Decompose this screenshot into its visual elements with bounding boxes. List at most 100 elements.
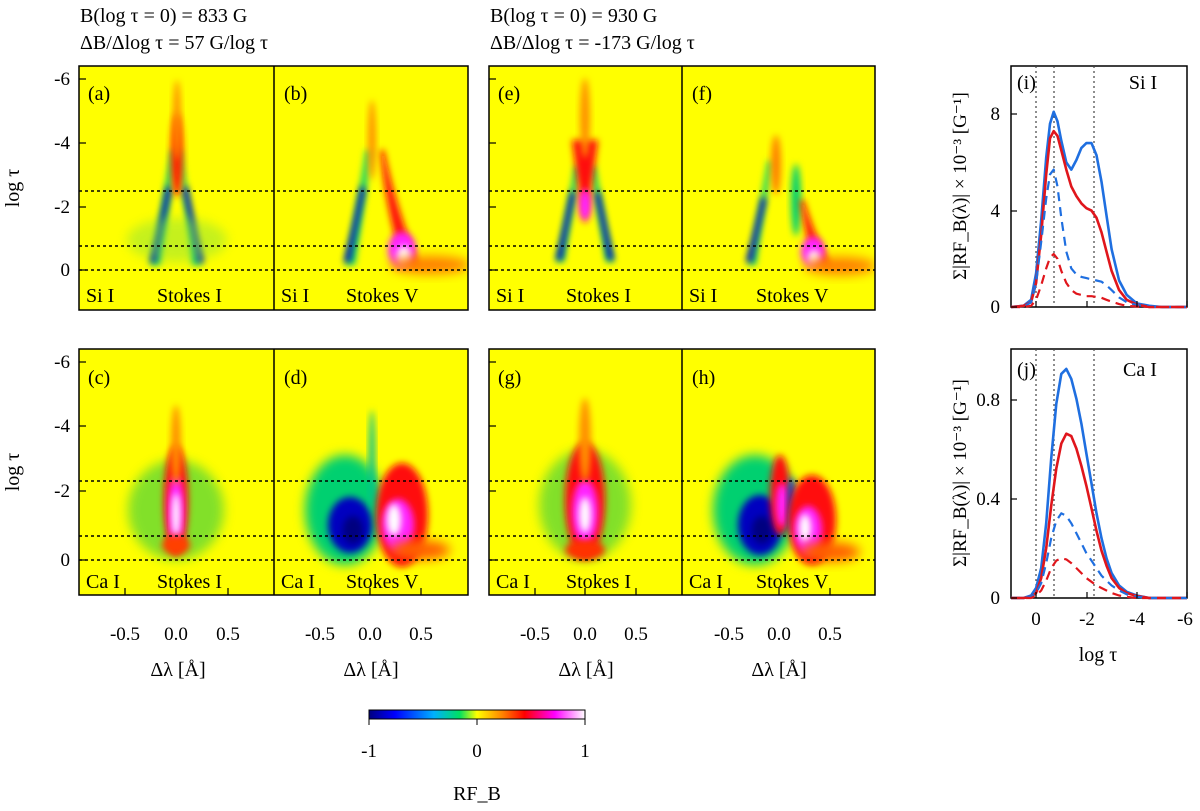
panel-e-stokes: Stokes I bbox=[566, 285, 631, 307]
colorbar-tick-m1: -1 bbox=[361, 741, 377, 762]
ytick-bottom-0: 0 bbox=[61, 550, 71, 571]
plot-i-title: Si I bbox=[1129, 72, 1157, 94]
colorbar-tick-0: 0 bbox=[472, 741, 482, 762]
plot-j-title: Ca I bbox=[1123, 359, 1157, 381]
ylabel-bottom: log τ bbox=[2, 453, 24, 492]
heatmap-frames bbox=[78, 65, 876, 596]
panel-g-features bbox=[539, 398, 631, 560]
colorbar-gradient bbox=[368, 709, 586, 720]
xtick-a-2: 0.0 bbox=[164, 624, 188, 645]
plot-j-series-dashed-blue bbox=[1011, 512, 1187, 600]
plot-j-ytick-8: 0.8 bbox=[976, 390, 1000, 411]
panel-c-features bbox=[128, 405, 224, 560]
panel-h-tag: (h) bbox=[692, 367, 715, 389]
xlabel-f: Δλ [Å] bbox=[751, 659, 806, 681]
panel-d-features bbox=[305, 410, 450, 567]
plot-j-series-solid-red bbox=[1011, 432, 1187, 600]
panel-e-features bbox=[556, 78, 614, 262]
panel-c-line: Ca I bbox=[86, 571, 120, 593]
plot-j-xtick-4: -4 bbox=[1129, 609, 1145, 630]
plot-i-ylabel: Σ|RF_B(λ)| × 10⁻³ [G⁻¹] bbox=[950, 92, 971, 280]
panel-labels: (a) Si I Stokes I (b) Si I Stokes V (e) … bbox=[86, 83, 829, 593]
xtick-f-1: -0.5 bbox=[714, 624, 744, 645]
panel-f-stokes: Stokes V bbox=[756, 285, 829, 307]
plot-j-ytick-0: 0 bbox=[991, 588, 1001, 609]
plot-i-frame bbox=[1010, 65, 1188, 308]
xtick-b-1: -0.5 bbox=[305, 624, 335, 645]
xlabel-a: Δλ [Å] bbox=[150, 659, 205, 681]
xtick-a-3: 0.5 bbox=[216, 624, 240, 645]
panel-h-stokes: Stokes V bbox=[756, 571, 829, 593]
plot-j-series bbox=[1011, 367, 1187, 600]
plot-i-ytick-0: 0 bbox=[991, 297, 1001, 318]
xtick-e-1: -0.5 bbox=[520, 624, 550, 645]
panel-d-line: Ca I bbox=[281, 571, 315, 593]
line-plot-i: (i) Si I 0 4 8 Σ|RF_B(λ)| × 10⁻³ [G⁻¹] bbox=[950, 65, 1188, 318]
panel-b-tag: (b) bbox=[284, 83, 307, 105]
plot-j-xtick-6: -6 bbox=[1177, 609, 1193, 630]
panel-f-line: Si I bbox=[689, 285, 717, 307]
plot-i-ytick-8: 8 bbox=[991, 104, 1001, 125]
panel-g-line: Ca I bbox=[496, 571, 530, 593]
plot-j-xlabel: log τ bbox=[1079, 644, 1118, 666]
xtick-e-3: 0.5 bbox=[624, 624, 648, 645]
ytick-top-m4: -4 bbox=[54, 133, 70, 154]
panel-h-line: Ca I bbox=[689, 571, 723, 593]
plot-i-ytick-4: 4 bbox=[991, 201, 1001, 222]
line-plot-j: (j) Ca I 0 0.4 0.8 Σ|RF_B(λ)| × 10⁻³ [G⁻… bbox=[950, 348, 1193, 666]
plot-j-ylabel: Σ|RF_B(λ)| × 10⁻³ [G⁻¹] bbox=[950, 379, 971, 567]
panel-a-line: Si I bbox=[86, 285, 114, 307]
xtick-f-3: 0.5 bbox=[818, 624, 842, 645]
plot-j-vlines bbox=[1035, 349, 1095, 598]
xtick-a-1: -0.5 bbox=[110, 624, 140, 645]
panel-a-tag: (a) bbox=[88, 83, 110, 105]
plot-j-tag: (j) bbox=[1017, 359, 1036, 381]
xtick-b-3: 0.5 bbox=[409, 624, 433, 645]
panel-e-line: Si I bbox=[496, 285, 524, 307]
ytick-bottom-m6: -6 bbox=[54, 352, 70, 373]
heatmap-ytick-labels: -6 -4 -2 0 -6 -4 -2 0 bbox=[54, 69, 70, 571]
xtick-e-2: 0.0 bbox=[573, 624, 597, 645]
xlabel-b: Δλ [Å] bbox=[343, 659, 398, 681]
heatmap-xtick-labels: -0.5 0.0 0.5 -0.5 0.0 0.5 -0.5 0.0 0.5 -… bbox=[110, 624, 842, 645]
ytick-bottom-m2: -2 bbox=[54, 481, 70, 502]
panel-a-features bbox=[127, 80, 227, 265]
plot-i-tag: (i) bbox=[1017, 72, 1036, 94]
plot-j-xtick-2: -2 bbox=[1079, 609, 1095, 630]
panel-d-tag: (d) bbox=[284, 367, 307, 389]
xtick-b-2: 0.0 bbox=[358, 624, 382, 645]
panel-h-features bbox=[713, 455, 860, 565]
plot-i-series bbox=[1010, 110, 1187, 309]
plot-i-series-solid-red bbox=[1010, 129, 1187, 309]
panel-g-stokes: Stokes I bbox=[566, 571, 631, 593]
panel-b-line: Si I bbox=[281, 285, 309, 307]
xtick-f-2: 0.0 bbox=[767, 624, 791, 645]
header-right-line1: B(log τ = 0) = 930 G bbox=[490, 5, 657, 27]
ylabel-top: log τ bbox=[2, 169, 24, 208]
ytick-top-m6: -6 bbox=[54, 69, 70, 90]
panel-f-tag: (f) bbox=[692, 83, 712, 105]
plot-i-series-dashed-red bbox=[1011, 252, 1187, 309]
panel-c-tag: (c) bbox=[88, 367, 110, 389]
heatmap-ticks bbox=[79, 78, 831, 595]
colorbar-tick-1: 1 bbox=[580, 741, 590, 762]
colorbar: -1 0 1 RF_B bbox=[361, 709, 590, 805]
panel-b-features bbox=[344, 100, 468, 274]
panel-b-stokes: Stokes V bbox=[346, 285, 419, 307]
plot-j-ytick-4: 0.4 bbox=[976, 489, 1000, 510]
panel-g-tag: (g) bbox=[498, 367, 521, 389]
panel-c-stokes: Stokes I bbox=[157, 571, 222, 593]
panel-e-tag: (e) bbox=[498, 83, 520, 105]
plot-j-series-dashed-red bbox=[1011, 557, 1187, 600]
heatmap-xlabels: Δλ [Å] Δλ [Å] Δλ [Å] Δλ [Å] bbox=[150, 659, 806, 681]
panel-a-stokes: Stokes I bbox=[157, 285, 222, 307]
header-right-line2: ΔB/Δlog τ = -173 G/log τ bbox=[490, 32, 695, 54]
ytick-bottom-m4: -4 bbox=[54, 416, 70, 437]
plot-j-xtick-0: 0 bbox=[1031, 609, 1041, 630]
plot-j-frame bbox=[1010, 348, 1188, 599]
header-left-line1: B(log τ = 0) = 833 G bbox=[80, 5, 247, 27]
xlabel-e: Δλ [Å] bbox=[558, 659, 613, 681]
header-left-line2: ΔB/Δlog τ = 57 G/log τ bbox=[80, 32, 268, 54]
panel-d-stokes: Stokes V bbox=[346, 571, 419, 593]
